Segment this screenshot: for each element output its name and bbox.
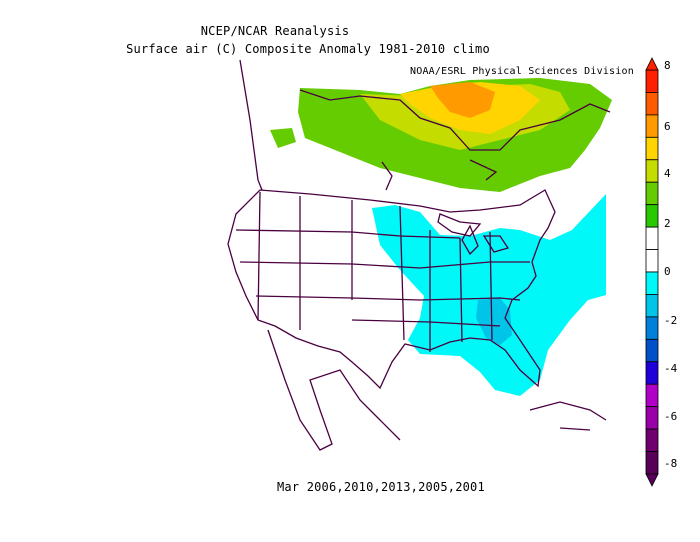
colorbar-label: 8 [664, 59, 671, 72]
colorbar-cell [645, 249, 659, 273]
colorbar-cell [645, 181, 659, 206]
credit-label: NOAA/ESRL Physical Sciences Division [410, 66, 634, 77]
colorbar-cell [645, 159, 659, 183]
colorbar-label: -6 [664, 410, 678, 423]
colorbar-label: 6 [664, 120, 671, 133]
colorbar-label: -4 [664, 362, 678, 375]
colorbar-cell [645, 92, 659, 116]
colorbar-label: 0 [664, 265, 671, 278]
colorbar-cell [645, 226, 659, 250]
colorbar-cell [645, 271, 659, 295]
colorbar-cell [645, 406, 659, 430]
colorbar-cell [645, 451, 659, 475]
warm-anomaly-region [270, 78, 612, 192]
colorbar-label: -8 [664, 457, 678, 470]
colorbar-cell [645, 204, 659, 228]
colorbar-cell [645, 294, 659, 318]
colorbar-label: 4 [664, 167, 671, 180]
colorbar-cell [645, 338, 659, 363]
colorbar-cell [645, 428, 659, 452]
colorbar-cell [645, 136, 659, 161]
chart-subtitle: Surface air (C) Composite Anomaly 1981-2… [126, 42, 490, 56]
colorbar-cell [645, 383, 659, 408]
colorbar-cell [645, 69, 659, 93]
political-borders [227, 59, 611, 451]
colorbar-top-arrow [645, 57, 659, 71]
colorbar-label: -2 [664, 314, 678, 327]
composite-caption: Mar 2006,2010,2013,2005,2001 [277, 480, 485, 494]
colorbar-cell [645, 316, 659, 340]
colorbar-cell [645, 361, 659, 385]
colorbar-label: 2 [664, 217, 671, 230]
chart-title: NCEP/NCAR Reanalysis [200, 24, 350, 38]
colorbar-cell [645, 114, 659, 138]
colorbar-bottom-arrow [645, 473, 659, 487]
